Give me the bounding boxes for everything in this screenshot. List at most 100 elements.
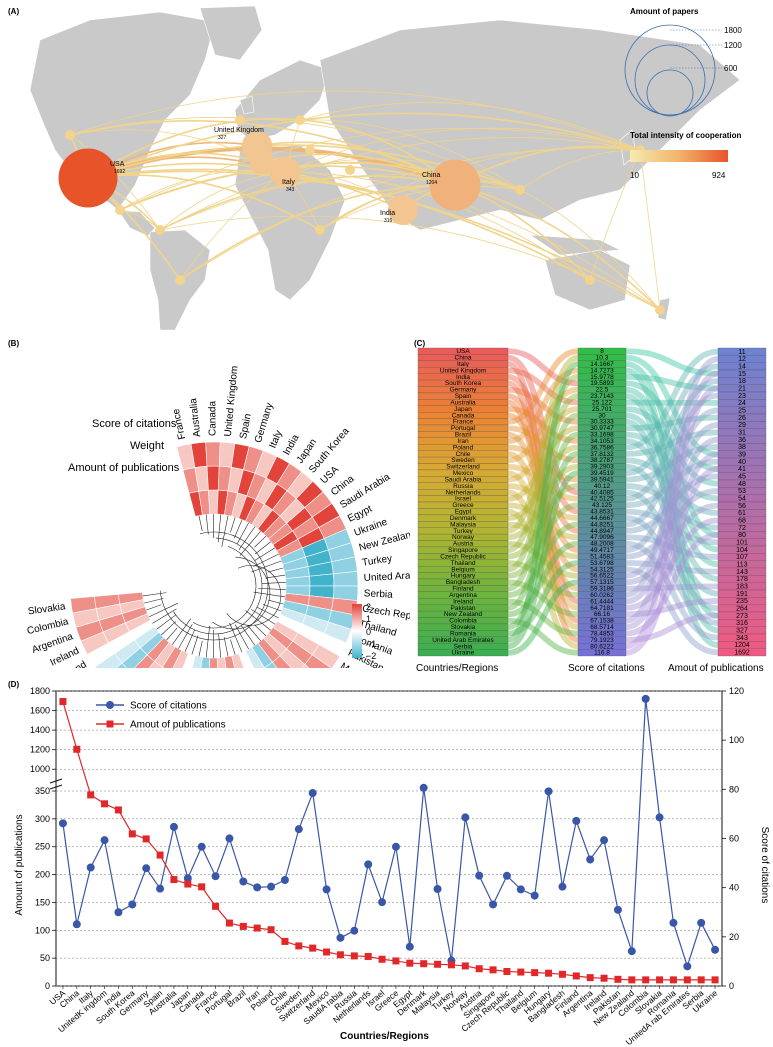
cooperation-link-41 — [589, 149, 641, 281]
colorbar-gradient — [352, 604, 362, 658]
sankey-country-label-russia: Russia — [453, 483, 473, 490]
cooperation-link-9 — [87, 118, 301, 179]
sankey-pub-label-11: 31 — [738, 430, 746, 437]
legend-marker-amout-of-publications — [106, 720, 114, 728]
sankey-link-score-1 — [625, 354, 719, 458]
sankey-country-label-poland: Poland — [453, 444, 474, 451]
point-amout-of-publications-11 — [212, 902, 220, 910]
minor-country-node-7 — [655, 305, 665, 315]
sankey-link-score-28 — [625, 473, 719, 534]
left-tick-150: 150 — [35, 897, 50, 907]
point-amout-of-publications-5 — [128, 830, 136, 838]
sankey-link-score-42 — [625, 370, 719, 624]
cooperation-link-26 — [454, 184, 661, 311]
dendro-leaf-iran — [184, 629, 195, 653]
country-node-usa — [58, 148, 118, 208]
point-amout-of-publications-40 — [614, 975, 622, 983]
sankey-link-country-22 — [507, 489, 579, 631]
point-amout-of-publications-12 — [225, 919, 233, 927]
sankey-pub-label-29: 113 — [736, 562, 747, 569]
sankey-score-label-7: 23.7143 — [590, 393, 614, 400]
sankey-score-label-20: 39.5941 — [590, 476, 614, 483]
sankey-country-label-italy: Italy — [457, 361, 470, 368]
sankey-link-country-24 — [507, 502, 579, 541]
sankey-country-label-turkey: Turkey — [453, 528, 473, 535]
panel-label-d: (D) — [8, 680, 19, 689]
colorbar-tick-m1: −1 — [366, 639, 376, 649]
sankey-pub-label-2: 14 — [738, 364, 746, 371]
point-score-of-citations-0 — [58, 819, 67, 828]
dendro-leaf-malaysia — [251, 609, 276, 625]
legend-size-title: Amount of papers — [630, 7, 699, 16]
sankey-link-country-32 — [507, 483, 579, 560]
sankey-pub-label-40: 1204 — [734, 642, 750, 649]
point-score-of-citations-35 — [544, 787, 553, 796]
node-value-italy: 343 — [286, 187, 295, 193]
sankey-score-label-5: 19.5893 — [590, 380, 614, 387]
sankey-score-label-38: 60.0262 — [590, 592, 614, 599]
sankey-link-country-29 — [507, 463, 579, 541]
sankey-score-label-10: 30 — [598, 412, 606, 419]
point-amout-of-publications-44 — [669, 976, 677, 984]
dendro-leaf-united-arab-emirates — [261, 582, 286, 584]
dendro-leaf-germany — [230, 517, 236, 533]
dendro-arc-54 — [159, 531, 269, 641]
sankey-link-country-28 — [507, 354, 579, 534]
dendro-leaf-colombia — [143, 598, 164, 604]
point-score-of-citations-1 — [72, 920, 81, 929]
sankey-link-score-37 — [625, 583, 719, 592]
sankey-pub-label-24: 72 — [738, 525, 746, 532]
sankey-link-country-18 — [507, 463, 579, 502]
sankey-pub-label-37: 316 — [736, 620, 748, 627]
cooperation-link-44 — [299, 102, 641, 151]
map-legend: Amount of papers 1800 1200 600 Total int… — [624, 7, 742, 180]
sankey-link-country-36 — [507, 579, 579, 618]
sankey-link-country-43 — [507, 450, 579, 631]
minor-country-node-10 — [305, 145, 315, 155]
country-node-china — [429, 159, 481, 211]
sankey-country-label-slovakia: Slovakia — [451, 624, 476, 631]
point-score-of-citations-3 — [100, 836, 109, 845]
point-amout-of-publications-22 — [364, 952, 372, 960]
cooperation-link-50 — [299, 119, 521, 191]
heatmap-row-weight: Weight — [130, 440, 164, 452]
dendro-leaf-singapore — [240, 625, 256, 646]
point-score-of-citations-31 — [489, 900, 498, 909]
cooperation-link-38 — [284, 171, 661, 311]
sankey-pub-label-22: 61 — [738, 510, 746, 517]
panel-label-a: (A) — [8, 7, 19, 16]
sankey-pub-label-16: 41 — [738, 466, 746, 473]
left-tick-350: 350 — [35, 786, 50, 796]
minor-country-node-2 — [175, 275, 185, 285]
point-amout-of-publications-6 — [142, 835, 150, 843]
sankey-link-score-0 — [625, 348, 719, 377]
right-tick-20: 20 — [729, 932, 739, 942]
point-amout-of-publications-21 — [350, 952, 358, 960]
point-amout-of-publications-47 — [711, 976, 719, 984]
heatmap-label-serbia: Serbia — [364, 588, 394, 600]
point-amout-of-publications-33 — [517, 968, 525, 976]
point-score-of-citations-33 — [516, 885, 525, 894]
sankey-link-country-14 — [507, 367, 579, 444]
node-label-india: India — [380, 210, 395, 217]
chart-xlabel: Countries/Regions — [340, 1031, 429, 1042]
heatmap-label-slovakia: Slovakia — [27, 601, 66, 617]
sankey-link-score-39 — [625, 436, 719, 605]
sankey-country-label-thailand: Thailand — [451, 560, 476, 567]
sankey-link-country-33 — [507, 560, 579, 598]
dendro-leaf-brazil — [198, 640, 203, 657]
sankey-country-label-iran: Iran — [457, 438, 469, 445]
sankey-link-score-46 — [625, 385, 719, 650]
point-amout-of-publications-38 — [586, 974, 594, 982]
sankey-score-label-28: 44.8947 — [590, 528, 614, 535]
sankey-country-label-serbia: Serbia — [454, 643, 473, 650]
sankey-score-label-17: 38.2787 — [590, 457, 614, 464]
node-label-united-kingdom: United Kingdom — [214, 127, 264, 134]
sankey-country-label-spain: Spain — [455, 393, 472, 400]
sankey-link-country-38 — [507, 521, 579, 598]
cooperation-link-48 — [69, 90, 641, 151]
sankey-link-score-21 — [625, 483, 719, 531]
point-score-of-citations-9 — [183, 874, 192, 883]
